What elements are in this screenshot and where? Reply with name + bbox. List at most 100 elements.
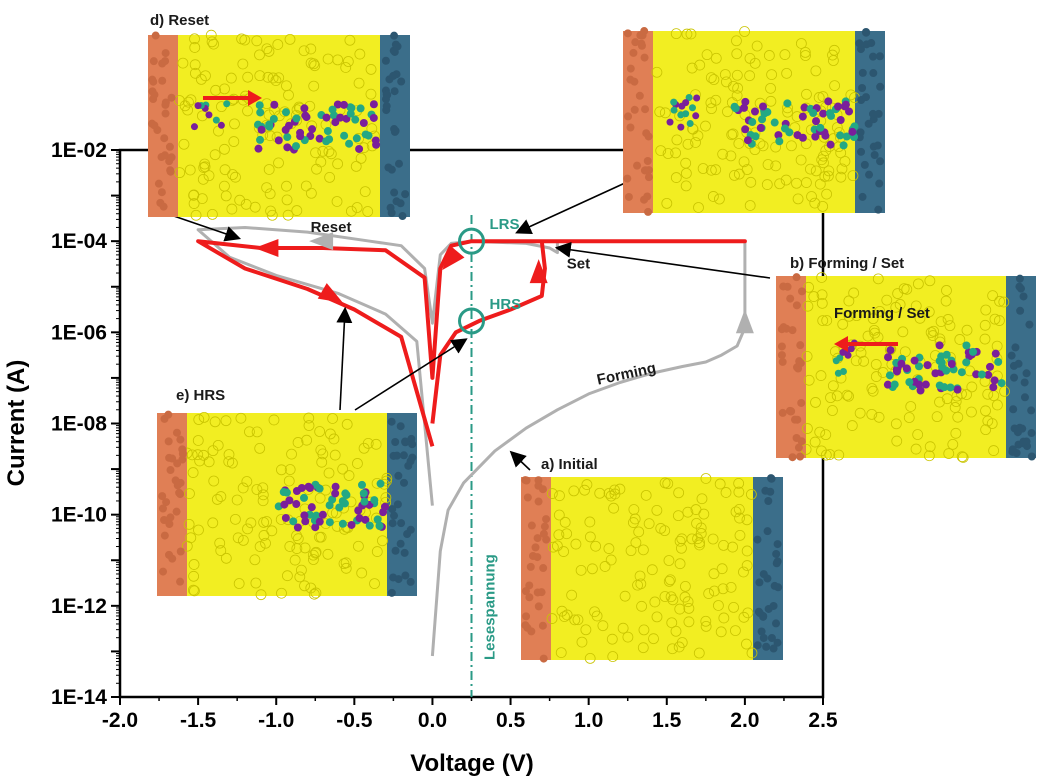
electrode-atom: [1027, 406, 1036, 415]
electrode-atom: [786, 407, 795, 416]
matrix-atom: [820, 429, 832, 441]
filament-atom: [972, 370, 981, 379]
electrode-atom: [858, 83, 867, 92]
ion-atom: [212, 116, 220, 124]
matrix-atom: [710, 164, 722, 176]
matrix-atom: [809, 436, 821, 448]
matrix-atom: [299, 542, 311, 554]
filament-atom: [256, 135, 265, 144]
matrix-atom: [581, 479, 593, 490]
matrix-atom: [762, 159, 774, 170]
ion-atom: [678, 102, 686, 110]
inset-snapshot: [521, 473, 783, 664]
matrix-atom: [174, 167, 186, 179]
electrode-atom: [149, 57, 158, 66]
filament-atom: [339, 100, 348, 109]
matrix-atom: [226, 203, 238, 215]
curve-label: Reset: [311, 219, 352, 236]
electrode-atom: [383, 90, 392, 99]
matrix-atom: [692, 130, 704, 142]
ion-atom: [670, 98, 678, 106]
matrix-atom: [679, 591, 691, 603]
inset-label: e) HRS: [176, 387, 225, 404]
filament-atom: [798, 133, 807, 142]
matrix-atom: [720, 487, 732, 498]
electrode-atom: [401, 437, 410, 446]
electrode-atom: [874, 109, 883, 118]
filament-atom: [284, 121, 293, 130]
matrix-atom: [231, 494, 243, 506]
filament-atom: [812, 117, 821, 126]
electrode-atom: [635, 91, 644, 100]
electrode-atom: [158, 76, 167, 85]
electrode-atom: [644, 132, 653, 141]
filament-atom: [369, 113, 378, 122]
electrode-atom: [763, 527, 772, 536]
matrix-atom: [546, 613, 558, 624]
matrix-atom: [950, 396, 962, 407]
electrode-atom: [401, 190, 410, 199]
matrix-atom: [637, 544, 649, 556]
matrix-atom: [881, 294, 893, 306]
filament-atom: [905, 378, 914, 387]
matrix-atom: [559, 516, 571, 528]
matrix-atom: [273, 157, 284, 169]
matrix-atom: [551, 540, 563, 552]
leader-arrow: [509, 450, 531, 471]
matrix-atom: [686, 533, 698, 545]
matrix-atom: [186, 449, 198, 461]
matrix-atom: [671, 134, 683, 146]
matrix-atom: [828, 44, 840, 56]
filament-atom: [355, 514, 364, 523]
filament-atom: [285, 496, 294, 505]
matrix-atom: [817, 315, 829, 327]
matrix-atom: [870, 359, 882, 370]
matrix-atom: [682, 138, 694, 150]
matrix-atom: [272, 39, 284, 50]
filament-atom: [328, 105, 337, 114]
state-marker-label: HRS: [490, 296, 522, 313]
matrix-atom: [940, 295, 952, 307]
matrix-atom: [205, 29, 217, 41]
filament-atom: [289, 517, 298, 526]
matrix-atom: [751, 40, 763, 52]
filament-atom: [946, 383, 955, 392]
filament-atom: [783, 99, 792, 108]
filament-atom: [376, 479, 385, 488]
matrix-atom: [890, 418, 902, 430]
matrix-atom: [659, 107, 671, 119]
electrode-atom: [173, 459, 182, 468]
matrix-atom: [546, 488, 558, 499]
matrix-atom: [733, 503, 745, 515]
matrix-atom: [340, 62, 352, 73]
matrix-atom: [786, 140, 797, 152]
electrode-atom: [1027, 452, 1036, 461]
leader-arrow: [515, 182, 626, 234]
matrix-atom: [843, 295, 855, 307]
drift-arrowhead: [248, 90, 262, 106]
matrix-atom: [323, 467, 335, 479]
series-layer: [196, 215, 754, 697]
matrix-atom: [177, 57, 189, 69]
matrix-atom: [854, 407, 866, 419]
electrode-atom: [538, 621, 547, 630]
electrode-atom: [394, 159, 403, 168]
matrix-atom: [872, 273, 884, 285]
matrix-atom: [694, 539, 705, 551]
matrix-atom: [603, 543, 615, 554]
matrix-atom: [281, 180, 292, 192]
matrix-atom: [708, 568, 720, 580]
matrix-atom: [739, 26, 750, 37]
matrix-atom: [749, 57, 761, 69]
matrix-atom: [337, 463, 349, 475]
matrix-atom: [189, 33, 200, 45]
inset-snapshot: Forming / Set: [776, 272, 1036, 463]
matrix-atom: [185, 94, 197, 106]
matrix-atom: [362, 206, 374, 217]
matrix-atom: [188, 198, 200, 209]
electrode-atom: [172, 507, 181, 516]
matrix-atom: [584, 516, 596, 528]
matrix-atom: [558, 546, 570, 557]
matrix-atom: [183, 518, 195, 530]
electrode-atom: [640, 53, 649, 62]
